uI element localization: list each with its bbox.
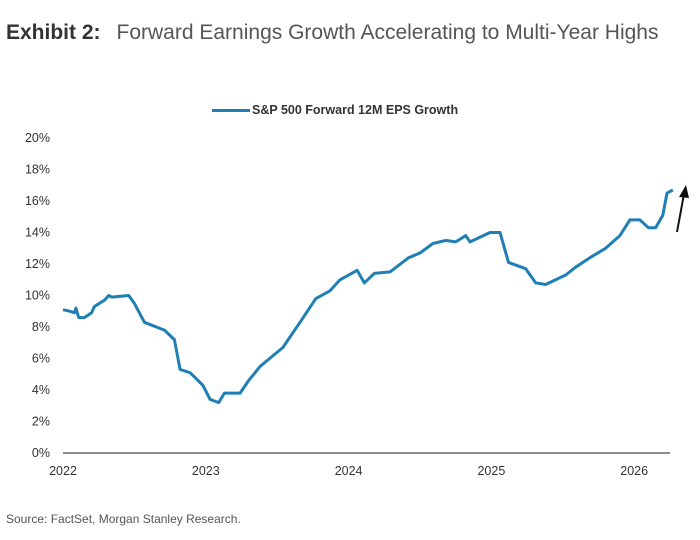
- y-tick-label: 14%: [25, 226, 50, 240]
- x-tick-label: 2025: [477, 464, 505, 478]
- y-tick-label: 18%: [25, 163, 50, 177]
- source-note: Source: FactSet, Morgan Stanley Research…: [6, 512, 241, 526]
- x-tick-label: 2022: [49, 464, 77, 478]
- exhibit-number: Exhibit 2:: [6, 21, 101, 44]
- x-tick-label: 2023: [192, 464, 220, 478]
- title-text: Forward Earnings Growth Accelerating to …: [116, 21, 659, 44]
- y-tick-label: 8%: [32, 320, 50, 334]
- series-line: [62, 188, 674, 405]
- y-tick-label: 4%: [32, 383, 50, 397]
- y-tick-label: 16%: [25, 194, 50, 208]
- y-tick-label: 20%: [25, 131, 50, 145]
- x-tick-label: 2026: [620, 464, 648, 478]
- legend: S&P 500 Forward 12M EPS Growth: [212, 103, 458, 117]
- y-tick-label: 0%: [32, 446, 50, 460]
- legend-swatch: [212, 108, 250, 112]
- annotation-arrow-head: [679, 185, 689, 198]
- y-tick-label: 2%: [32, 415, 50, 429]
- legend-label: S&P 500 Forward 12M EPS Growth: [252, 103, 459, 117]
- annotation-arrow-shaft: [676, 193, 685, 233]
- x-tick-label: 2024: [335, 464, 363, 478]
- y-tick-label: 12%: [25, 257, 50, 271]
- y-tick-label: 6%: [32, 352, 50, 366]
- exhibit-title: Exhibit 2: Forward Earnings Growth Accele…: [6, 16, 696, 50]
- y-tick-label: 10%: [25, 289, 50, 303]
